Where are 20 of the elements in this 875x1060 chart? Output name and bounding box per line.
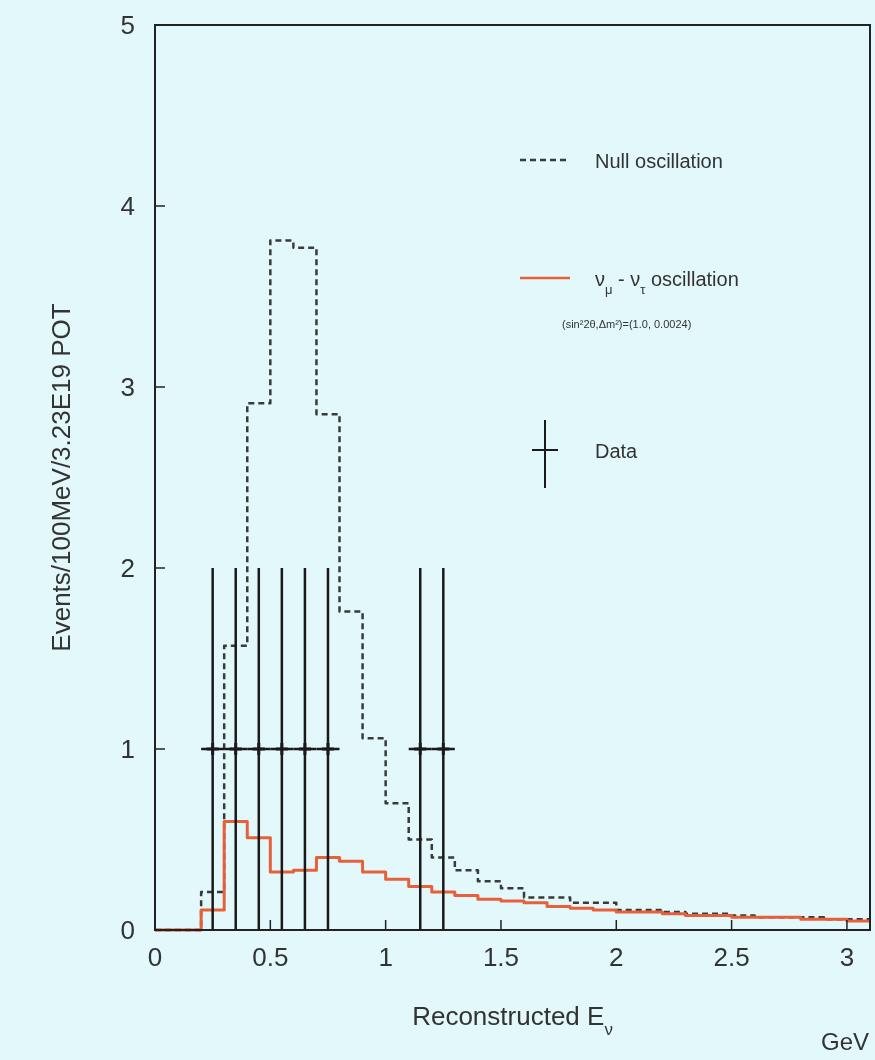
x-tick-label: 0 (147, 942, 163, 972)
x-axis-title: Reconstructed E$_{ν}$ (412, 1001, 613, 1039)
y-axis-title: Events/100MeV/3.23E19 POT (46, 303, 76, 652)
x-tick-label: 0.5 (252, 942, 289, 972)
legend-label: ν$_{μ}$ - ν$_{τ}$ oscillation (595, 268, 739, 297)
x-tick-label: 1.5 (482, 942, 520, 972)
y-tick-label: 4 (120, 191, 135, 221)
x-tick-label: 2 (609, 942, 624, 972)
legend-label: Null oscillation (595, 150, 723, 172)
text: GeV (820, 1028, 869, 1055)
y-tick-label: 3 (120, 372, 135, 402)
y-tick-label: 5 (120, 10, 135, 40)
x-tick-label: 3 (839, 942, 855, 972)
x-tick-label: 1 (378, 942, 393, 972)
x-tick-label: 2.5 (713, 942, 750, 972)
y-tick-label: 0 (120, 915, 135, 945)
y-tick-label: 2 (120, 553, 135, 583)
annotation: (sin²2θ,Δm²)=(1.0, 0.0024) (562, 318, 692, 330)
legend-label: Data (595, 440, 639, 462)
y-tick-label: 1 (120, 734, 135, 764)
